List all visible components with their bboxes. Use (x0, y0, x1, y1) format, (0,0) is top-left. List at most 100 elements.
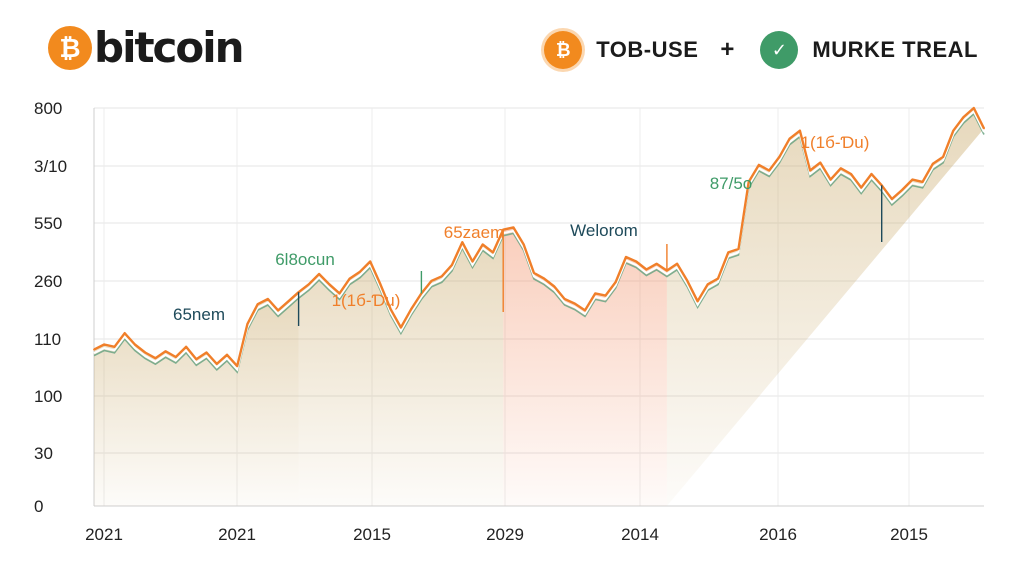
data-point (471, 260, 474, 263)
data-point (543, 277, 545, 280)
annotation-label-3: 65zaem (444, 223, 504, 242)
x-tick-label-5: 2016 (759, 525, 797, 544)
data-point (256, 303, 259, 306)
chart-header: ₿ bitcoin ₿ TOB-USE + ✓ MURKE TREAL (0, 0, 1024, 96)
y-tick-label-4: 110 (34, 330, 61, 349)
data-point (870, 173, 873, 175)
data-point (942, 156, 944, 158)
data-point (307, 283, 310, 286)
x-tick-label-6: 2015 (890, 525, 928, 544)
x-tick-label-0: 2021 (85, 525, 123, 544)
data-point (512, 226, 515, 229)
data-point (737, 248, 740, 250)
data-point (604, 294, 607, 297)
data-point (655, 262, 658, 265)
data-point (533, 272, 535, 274)
shaded-region-1 (298, 229, 504, 506)
data-point (972, 107, 975, 109)
data-point (103, 343, 106, 346)
data-point (768, 169, 771, 172)
data-point (440, 275, 443, 278)
data-point (287, 300, 290, 303)
data-point (359, 270, 361, 273)
data-point (799, 129, 801, 132)
x-tick-label-4: 2014 (621, 525, 659, 544)
data-point (461, 241, 464, 244)
y-tick-label-1: 3/10 (34, 157, 67, 176)
legend: ₿ TOB-USE + ✓ MURKE TREAL (544, 28, 978, 72)
data-point (809, 169, 811, 172)
annotation-label-4: Welorom (570, 221, 638, 240)
data-point (686, 279, 689, 282)
y-tick-label-6: 30 (34, 444, 53, 463)
data-point (573, 302, 576, 305)
bitcoin-logo: ₿ bitcoin (48, 22, 245, 74)
x-tick-label-1: 2021 (218, 525, 256, 544)
data-point (563, 298, 566, 300)
y-tick-label-5: 100 (34, 387, 62, 406)
data-point (614, 281, 617, 283)
data-point (379, 283, 382, 286)
data-point (267, 298, 269, 300)
data-point (594, 292, 597, 295)
data-point (788, 137, 791, 140)
data-point (236, 365, 239, 367)
data-point (635, 260, 638, 263)
data-point (860, 186, 863, 189)
x-tick-label-3: 2029 (486, 525, 524, 544)
data-point (758, 164, 760, 166)
data-point (348, 277, 351, 280)
legend-label-tob-use: TOB-USE (596, 37, 699, 62)
data-point (123, 332, 126, 335)
data-point (113, 345, 116, 348)
data-point (93, 348, 95, 351)
data-point (553, 285, 556, 288)
legend-separator: + (720, 36, 735, 63)
data-point (901, 189, 904, 191)
data-point (850, 173, 852, 175)
logo-text: bitcoin (94, 23, 245, 72)
data-point (430, 279, 433, 282)
data-point (839, 167, 842, 170)
data-point (400, 326, 402, 329)
data-point (215, 363, 218, 365)
data-point (205, 351, 208, 354)
data-point (226, 353, 228, 356)
data-point (778, 156, 781, 158)
y-tick-label-7: 0 (34, 497, 43, 516)
data-point (706, 283, 709, 286)
data-point (134, 343, 136, 346)
data-point (451, 264, 453, 266)
data-point (829, 178, 832, 181)
data-point (481, 243, 484, 246)
data-point (696, 300, 699, 303)
y-tick-label-3: 260 (34, 272, 62, 291)
series-line-main (93, 106, 986, 368)
annotation-label-2: 1(1б-Ɗu) (332, 291, 401, 310)
data-point (154, 357, 157, 360)
data-point (492, 251, 494, 254)
x-tick-label-2: 2015 (353, 525, 391, 544)
data-point (277, 309, 279, 312)
annotation-label-5: 87/5o (710, 174, 753, 193)
shaded-region-2 (503, 227, 667, 506)
data-point (389, 308, 392, 311)
data-point (185, 345, 188, 348)
data-point (174, 356, 177, 358)
data-point (983, 127, 985, 130)
data-point (318, 273, 320, 275)
data-point (676, 262, 678, 265)
data-point (911, 178, 914, 181)
data-point (727, 251, 730, 254)
data-point (932, 162, 934, 165)
legend-label-murke-treal: MURKE TREAL (812, 37, 978, 62)
data-point (891, 198, 893, 200)
annotation-label-0: 65nem (173, 305, 225, 324)
annotation-label-6: 1(1б-Ɗu) (801, 133, 870, 152)
data-point (410, 308, 412, 311)
y-tick-label-2: 550 (34, 214, 62, 233)
data-point (246, 323, 249, 325)
data-point (338, 292, 341, 295)
data-point (645, 268, 648, 271)
